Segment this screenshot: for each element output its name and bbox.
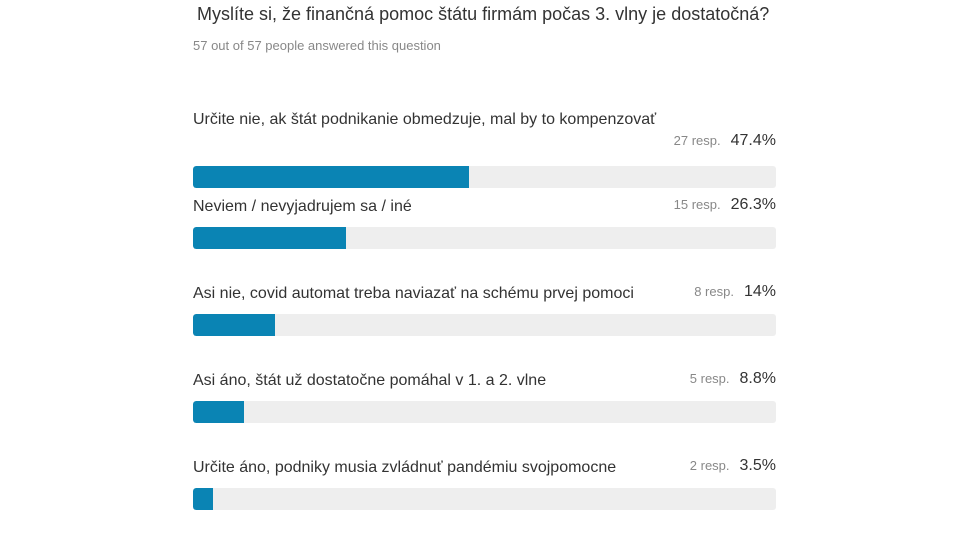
result-option-percent: 47.4% [730, 132, 776, 149]
result-option-percent: 3.5% [739, 457, 776, 474]
result-option-label: Asi áno, štát už dostatočne pomáhal v 1.… [193, 372, 547, 389]
result-option-header: Určite nie, ak štát podnikanie obmedzuje… [193, 108, 776, 149]
result-option-responses: 27 resp. [673, 133, 721, 148]
result-bar-fill [193, 314, 275, 336]
result-bar-track [193, 314, 776, 336]
result-bar-fill [193, 166, 470, 188]
result-option-percent: 26.3% [730, 196, 776, 213]
response-count: 57 out of 57 people answered this questi… [193, 38, 441, 53]
result-option-header: Asi áno, štát už dostatočne pomáhal v 1.… [193, 369, 776, 392]
result-option-header: Určite áno, podniky musia zvládnuť pandé… [193, 456, 776, 479]
result-bar-fill [193, 401, 245, 423]
result-option-responses: 8 resp. [694, 284, 734, 299]
result-option-stats: 2 resp. 3.5% [690, 457, 776, 475]
question-title: Myslíte si, že finančná pomoc štátu firm… [197, 4, 770, 24]
result-option-label: Asi nie, covid automat treba naviazať na… [193, 285, 634, 302]
result-option-header: Neviem / nevyjadrujem sa / iné 15 resp. … [193, 195, 776, 218]
result-option-percent: 8.8% [739, 370, 776, 387]
result-option-label: Neviem / nevyjadrujem sa / iné [193, 198, 412, 215]
result-option-stats: 27 resp. 47.4% [674, 132, 776, 150]
result-option-label: Určite nie, ak štát podnikanie obmedzuje… [193, 111, 657, 128]
result-bar-track [193, 401, 776, 423]
result-option-percent: 14% [743, 283, 776, 300]
result-option-stats: 5 resp. 8.8% [690, 370, 776, 388]
result-option-responses: 15 resp. [673, 197, 721, 212]
result-option: Určite nie, ak štát podnikanie obmedzuje… [193, 108, 776, 195]
result-option-stats: 15 resp. 26.3% [674, 196, 776, 214]
result-option-responses: 5 resp. [689, 371, 730, 386]
result-bar-track [193, 166, 776, 188]
result-option: Asi áno, štát už dostatočne pomáhal v 1.… [193, 369, 776, 456]
result-option-header: Asi nie, covid automat treba naviazať na… [193, 282, 776, 305]
result-bar-track [193, 488, 776, 510]
result-bar-track [193, 227, 776, 249]
result-bar-fill [193, 227, 347, 249]
results-list: Určite nie, ak štát podnikanie obmedzuje… [193, 108, 776, 516]
result-option-responses: 2 resp. [689, 458, 730, 473]
result-bar-fill [193, 488, 214, 510]
result-option: Asi nie, covid automat treba naviazať na… [193, 282, 776, 369]
result-option: Určite áno, podniky musia zvládnuť pandé… [193, 456, 776, 516]
result-option-label: Určite áno, podniky musia zvládnuť pandé… [193, 459, 617, 476]
result-option: Neviem / nevyjadrujem sa / iné 15 resp. … [193, 195, 776, 282]
result-option-stats: 8 resp. 14% [694, 283, 776, 301]
